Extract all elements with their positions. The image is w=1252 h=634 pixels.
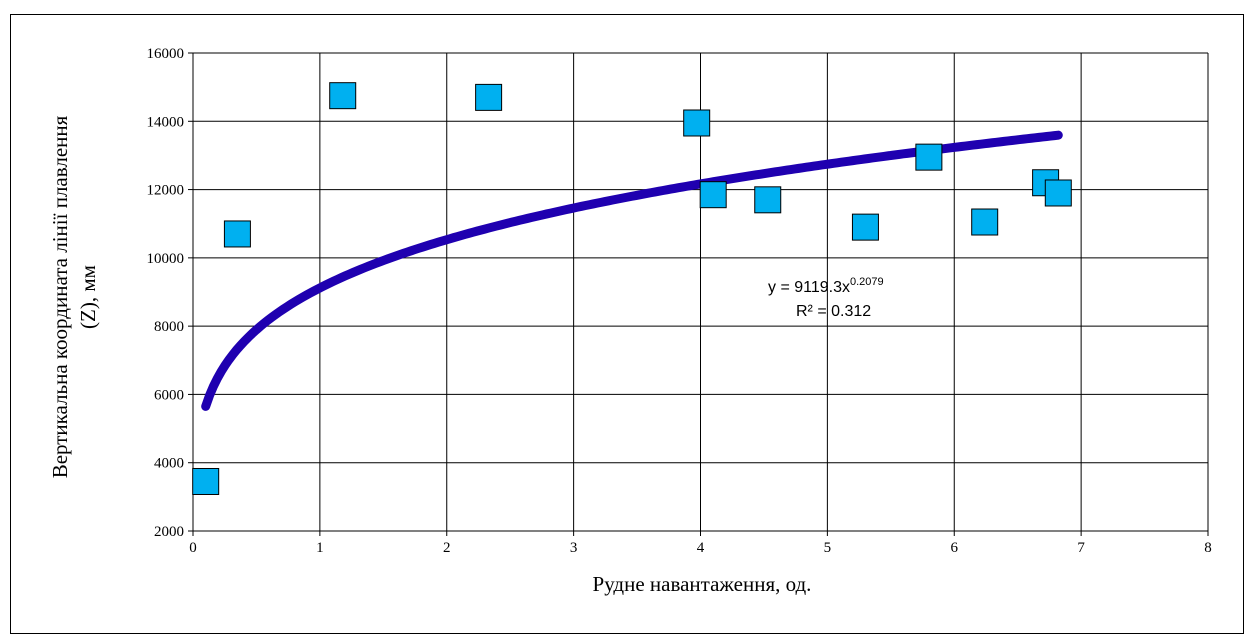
y-tick-label: 2000 — [154, 524, 184, 540]
x-tick-label: 3 — [570, 540, 578, 556]
y-axis-label-line2: (Z), мм — [76, 265, 100, 329]
x-tick-label: 4 — [697, 540, 705, 556]
y-tick-label: 8000 — [154, 319, 184, 335]
x-tick-labels: 0 1 2 3 4 5 6 7 8 — [189, 540, 1212, 556]
trendline-equation: y = 9119.3x0.2079 — [768, 276, 884, 296]
data-points — [192, 82, 1072, 495]
data-point — [223, 220, 251, 248]
x-tick-label: 5 — [824, 540, 832, 556]
chart: 0 1 2 3 4 5 6 7 8 2000 4000 6000 8000 10000 12000 1400… — [48, 46, 1212, 596]
trendline-r2: R² = 0.312 — [796, 303, 871, 320]
y-tick-labels: 2000 4000 6000 8000 10000 12000 14000 16000 — [147, 46, 185, 540]
y-tick-label: 4000 — [154, 456, 184, 472]
trendline — [201, 130, 1063, 411]
data-point — [683, 109, 711, 137]
data-point — [329, 82, 357, 110]
data-point — [475, 83, 503, 111]
y-tick-label: 16000 — [147, 46, 185, 62]
x-tick-label: 0 — [189, 540, 197, 556]
y-tick-label: 12000 — [147, 183, 185, 199]
x-axis-label: Рудне навантаження, од. — [593, 572, 812, 596]
x-tick-label: 6 — [951, 540, 959, 556]
data-point — [1044, 179, 1072, 207]
y-tick-label: 6000 — [154, 387, 184, 403]
x-tick-label: 1 — [316, 540, 324, 556]
x-tick-label: 8 — [1204, 540, 1212, 556]
x-tick-label: 2 — [443, 540, 451, 556]
y-tick-label: 10000 — [147, 251, 185, 267]
data-point — [699, 181, 727, 209]
y-tick-label: 14000 — [147, 114, 185, 130]
data-point — [192, 467, 220, 495]
x-tick-label: 7 — [1077, 540, 1085, 556]
data-point — [915, 143, 943, 171]
data-point — [971, 208, 999, 236]
data-point — [851, 213, 879, 241]
data-point — [754, 186, 782, 214]
y-axis-label-line1: Вертикальна координата лінії плавлення — [48, 115, 72, 478]
